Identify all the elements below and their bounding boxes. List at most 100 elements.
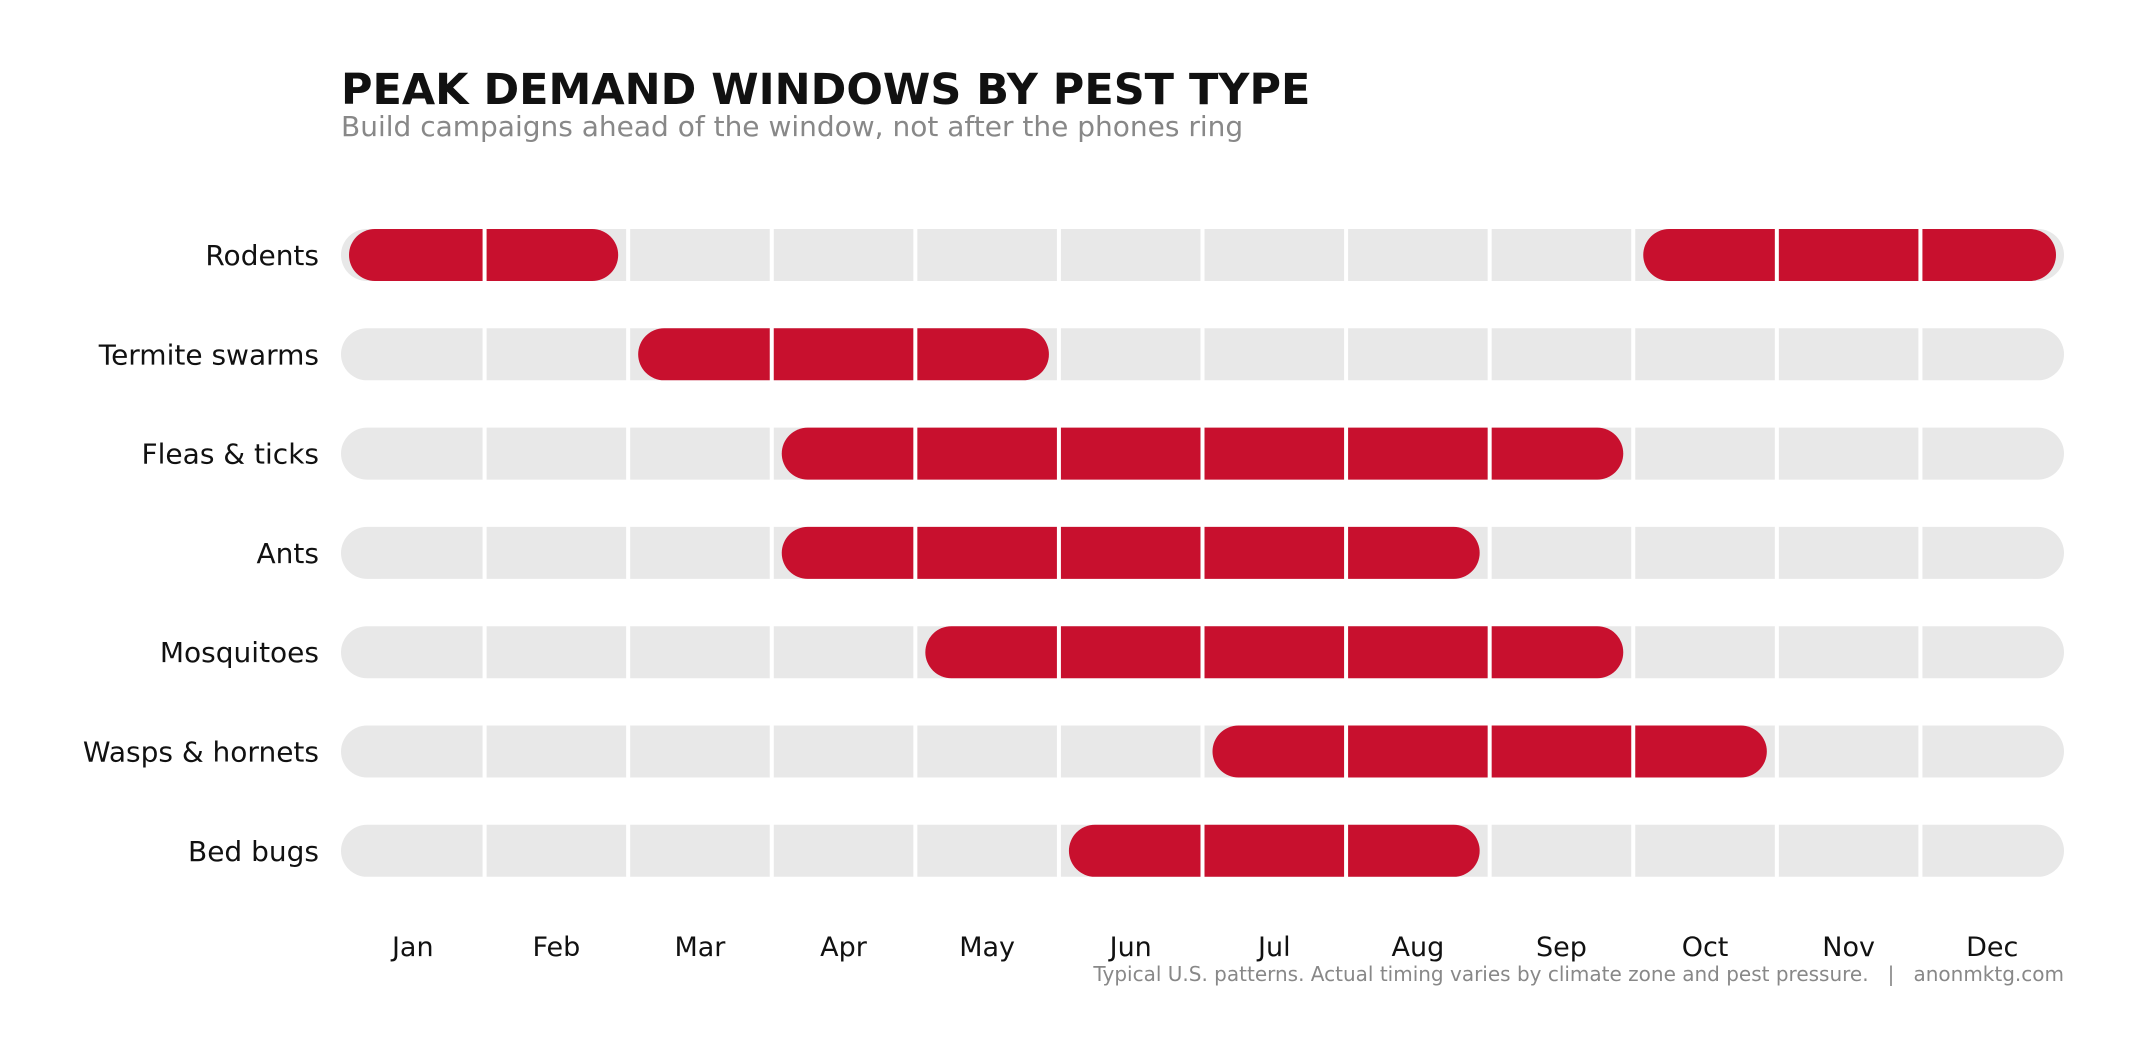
month-tick-label: Oct bbox=[1682, 932, 1729, 963]
month-divider bbox=[1487, 625, 1492, 680]
chart-footnote: Typical U.S. patterns. Actual timing var… bbox=[1092, 962, 2064, 986]
timeline-row: Fleas & ticks bbox=[142, 426, 2064, 481]
month-divider bbox=[1056, 426, 1061, 481]
month-divider bbox=[769, 426, 774, 481]
month-divider bbox=[1344, 823, 1349, 878]
month-divider bbox=[1774, 426, 1779, 481]
month-divider bbox=[913, 823, 918, 878]
month-divider bbox=[1774, 625, 1779, 680]
month-tick-label: May bbox=[959, 932, 1015, 963]
month-divider bbox=[1631, 823, 1636, 878]
row-label: Termite swarms bbox=[98, 338, 319, 371]
month-tick-label: Jun bbox=[1108, 932, 1152, 963]
month-tick-label: Mar bbox=[674, 932, 726, 963]
row-label: Wasps & hornets bbox=[83, 736, 319, 769]
month-tick-label: Dec bbox=[1966, 932, 2018, 963]
month-divider bbox=[769, 823, 774, 878]
chart-subtitle: Build campaigns ahead of the window, not… bbox=[341, 110, 1243, 143]
month-divider bbox=[1200, 228, 1205, 282]
month-divider bbox=[1631, 228, 1636, 282]
month-divider bbox=[1774, 823, 1779, 878]
month-divider bbox=[1487, 724, 1492, 779]
month-divider bbox=[913, 625, 918, 680]
month-divider bbox=[913, 426, 918, 481]
month-divider bbox=[626, 625, 631, 680]
row-label: Rodents bbox=[205, 239, 319, 272]
month-tick-label: Sep bbox=[1536, 932, 1587, 963]
month-divider bbox=[626, 724, 631, 779]
month-divider bbox=[482, 625, 487, 680]
month-divider bbox=[1056, 823, 1061, 878]
month-divider bbox=[1487, 228, 1492, 282]
month-divider bbox=[913, 327, 918, 382]
month-divider bbox=[1918, 426, 1923, 481]
month-divider bbox=[1056, 228, 1061, 282]
month-divider bbox=[1918, 823, 1923, 878]
month-divider bbox=[482, 525, 487, 580]
timeline-rows: Rodents Termite swarms Fleas & ticks Ants Mo… bbox=[83, 228, 2064, 878]
month-divider bbox=[1344, 724, 1349, 779]
month-divider bbox=[1774, 724, 1779, 779]
month-divider bbox=[1200, 327, 1205, 382]
row-label: Fleas & ticks bbox=[142, 438, 319, 471]
month-divider bbox=[1344, 327, 1349, 382]
peak-window-bar bbox=[1643, 229, 2056, 281]
month-divider bbox=[1774, 525, 1779, 580]
month-tick-label: Jul bbox=[1256, 932, 1291, 963]
month-divider bbox=[482, 426, 487, 481]
month-divider bbox=[1631, 327, 1636, 382]
month-divider bbox=[769, 525, 774, 580]
month-divider bbox=[1344, 625, 1349, 680]
month-divider bbox=[626, 823, 631, 878]
month-divider bbox=[482, 724, 487, 779]
month-divider bbox=[1631, 625, 1636, 680]
month-tick-label: Feb bbox=[532, 932, 580, 963]
timeline-row: Termite swarms bbox=[98, 327, 2064, 382]
month-divider bbox=[1056, 625, 1061, 680]
month-divider bbox=[1487, 823, 1492, 878]
month-divider bbox=[913, 228, 918, 282]
row-label: Mosquitoes bbox=[160, 636, 319, 669]
month-divider bbox=[1487, 327, 1492, 382]
month-divider bbox=[1344, 228, 1349, 282]
month-divider bbox=[626, 327, 631, 382]
month-divider bbox=[1918, 724, 1923, 779]
month-divider bbox=[1200, 823, 1205, 878]
month-divider bbox=[1631, 426, 1636, 481]
peak-window-bar bbox=[781, 526, 1480, 579]
month-divider bbox=[626, 228, 631, 282]
timeline-row: Wasps & hornets bbox=[83, 724, 2064, 779]
month-divider bbox=[482, 823, 487, 878]
month-divider bbox=[1200, 525, 1205, 580]
month-divider bbox=[769, 327, 774, 382]
month-tick-label: Aug bbox=[1392, 932, 1445, 963]
month-divider bbox=[1056, 327, 1061, 382]
month-divider bbox=[1200, 426, 1205, 481]
peak-window-bar bbox=[1068, 824, 1480, 877]
peak-window-bar bbox=[638, 328, 1049, 381]
month-divider bbox=[1918, 625, 1923, 680]
month-divider bbox=[1774, 327, 1779, 382]
month-divider bbox=[482, 228, 487, 282]
month-divider bbox=[626, 426, 631, 481]
month-divider bbox=[1631, 724, 1636, 779]
month-divider bbox=[1631, 525, 1636, 580]
month-divider bbox=[1344, 426, 1349, 481]
timeline-row: Mosquitoes bbox=[160, 625, 2064, 680]
timeline-row: Ants bbox=[257, 525, 2064, 580]
month-divider bbox=[1344, 525, 1349, 580]
month-tick-label: Apr bbox=[820, 932, 868, 963]
month-divider bbox=[769, 625, 774, 680]
month-divider bbox=[1200, 625, 1205, 680]
timeline-row: Bed bugs bbox=[188, 823, 2064, 878]
month-divider bbox=[1774, 228, 1779, 282]
peak-window-bar bbox=[925, 626, 1624, 679]
month-divider bbox=[769, 724, 774, 779]
row-label: Ants bbox=[257, 537, 319, 570]
month-tick-label: Nov bbox=[1822, 932, 1875, 963]
month-divider bbox=[1487, 525, 1492, 580]
month-divider bbox=[1056, 525, 1061, 580]
month-divider bbox=[769, 228, 774, 282]
month-divider bbox=[1487, 426, 1492, 481]
